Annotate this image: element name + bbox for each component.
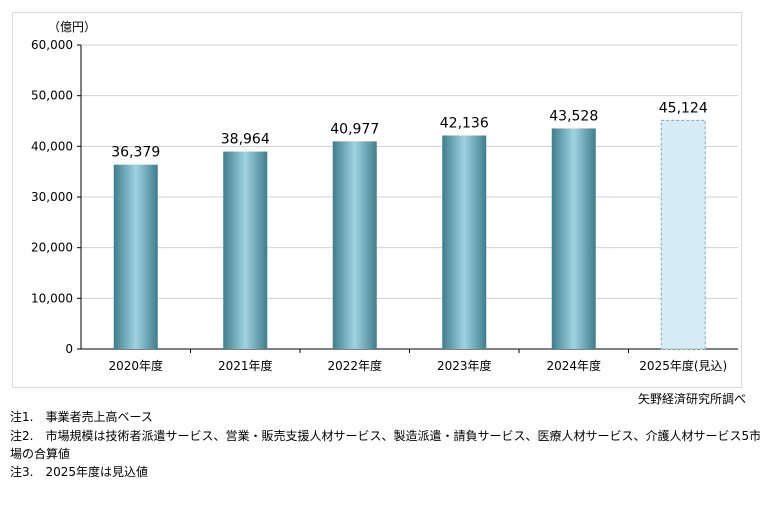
bar-chart: （億円） 0 10,000 20,000 30,000 40,000 50,000 60,0… [31, 20, 738, 373]
x-tick-label: 2020年度 [108, 358, 163, 373]
bar [113, 164, 158, 349]
bar [551, 128, 596, 349]
x-tick-label: 2025年度(見込) [639, 358, 727, 373]
bar [332, 141, 377, 349]
y-tick-label: 60,000 [31, 38, 73, 52]
data-label: 43,528 [549, 108, 598, 124]
y-tick-label: 50,000 [31, 89, 73, 103]
bar [442, 135, 487, 349]
data-label: 45,124 [659, 100, 708, 116]
data-label: 40,977 [330, 121, 379, 137]
y-tick-label: 0 [65, 342, 73, 356]
unit-label: （億円） [48, 20, 96, 34]
y-tick-label: 20,000 [31, 241, 73, 255]
bar-projected [660, 119, 706, 350]
data-label: 38,964 [221, 132, 270, 148]
chart-frame [12, 12, 742, 388]
y-tick-label: 40,000 [31, 139, 73, 153]
y-tick-labels: 0 10,000 20,000 30,000 40,000 50,000 60,000 [31, 38, 81, 356]
bar [223, 151, 268, 349]
x-tick-labels: 2020年度 2021年度 2022年度 2023年度 2024年度 2025年度(見込) [108, 349, 727, 373]
note-2: 注2. 市場規模は技術者派遣サービス、営業・販売支援人材サービス、製造派遣・請負… [10, 429, 760, 443]
y-tick-label: 10,000 [31, 291, 73, 305]
data-label: 42,136 [440, 116, 489, 132]
x-tick-label: 2023年度 [437, 358, 492, 373]
x-tick-label: 2022年度 [327, 358, 382, 373]
note-3: 注3. 2025年度は見込値 [10, 465, 148, 479]
data-label: 36,379 [111, 145, 160, 161]
x-tick-label: 2024年度 [546, 358, 601, 373]
source-credit: 矢野経済研究所調べ [637, 392, 746, 406]
data-labels: 36,379 38,964 40,977 42,136 43,528 45,124 [111, 100, 708, 160]
note-1: 注1. 事業者売上高ベース [10, 410, 153, 424]
x-tick-label: 2021年度 [218, 358, 273, 373]
bars [113, 119, 706, 350]
y-tick-label: 30,000 [31, 190, 73, 204]
gridlines [81, 44, 738, 299]
note-2-continued: 場の合算値 [10, 447, 71, 461]
